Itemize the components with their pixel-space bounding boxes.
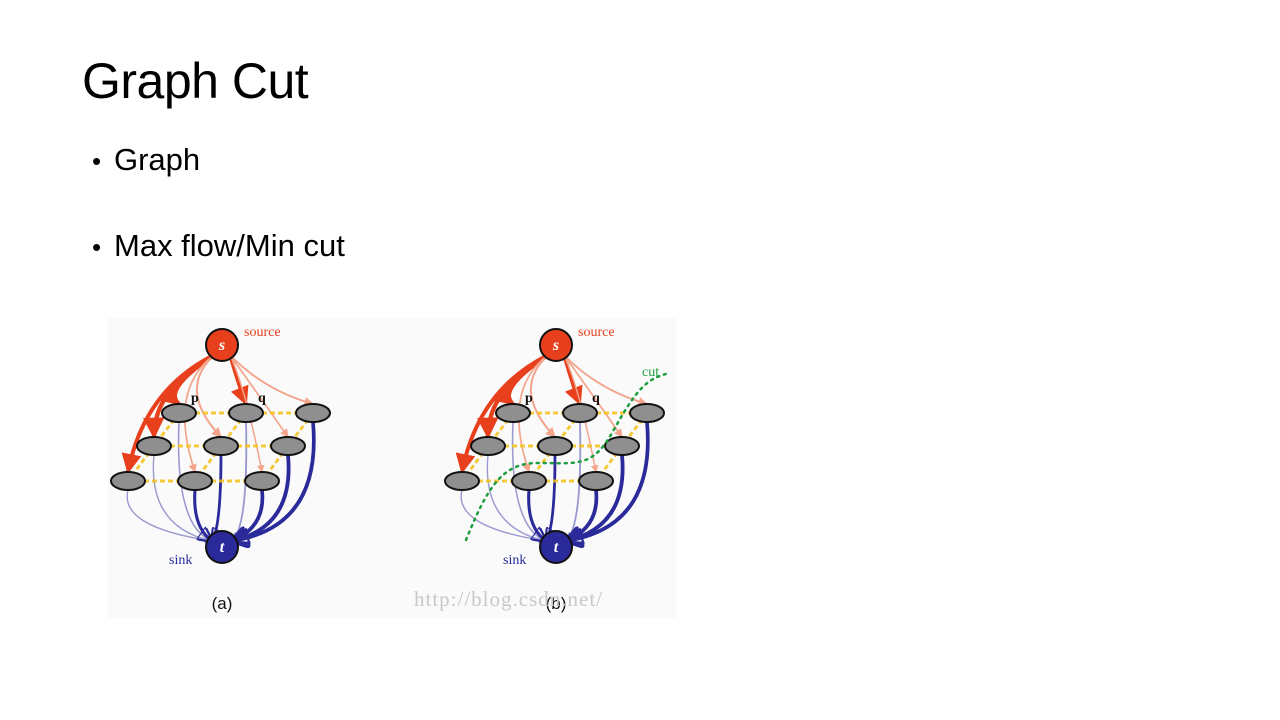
- bullet-item: • Graph: [92, 140, 200, 181]
- sink-t-link: [546, 454, 555, 541]
- source-t-link: [518, 354, 549, 473]
- source-t-link: [229, 354, 265, 473]
- bullet-dot-icon: •: [92, 146, 102, 176]
- pixel-node: [511, 471, 547, 491]
- pixel-node: [537, 436, 573, 456]
- sink-t-link: [566, 489, 599, 541]
- panel-caption: (a): [212, 594, 233, 613]
- source-t-link: [184, 354, 215, 473]
- source-node: [205, 328, 239, 362]
- s-label: s: [552, 337, 559, 354]
- sink-t-link: [126, 489, 212, 541]
- pixel-node: [177, 471, 213, 491]
- q-label: q: [592, 391, 600, 406]
- p-label: p: [525, 391, 533, 406]
- watermark-text: http://blog.csdn.net/: [414, 587, 603, 611]
- pixel-node: [244, 471, 280, 491]
- pixel-node: [578, 471, 614, 491]
- t-label: t: [220, 539, 225, 556]
- sink-t-link: [232, 454, 291, 541]
- source-t-link: [563, 354, 599, 473]
- bullet-dot-icon: •: [92, 232, 102, 262]
- sink-t-link: [566, 454, 625, 541]
- panel-a: s t source sink p q (a): [110, 325, 331, 613]
- source-t-link: [121, 353, 215, 474]
- pixel-node: [228, 403, 264, 423]
- cut-label: cut: [642, 365, 659, 380]
- graph-cut-figure: s t source sink p q (a) s t source sink p q (b) cut h…: [108, 318, 676, 618]
- bullet-text: Max flow/Min cut: [114, 228, 345, 263]
- sink-node: [205, 530, 239, 564]
- pixel-node: [110, 471, 146, 491]
- graph-cut-diagram: s t source sink p q (a) s t source sink p q (b) cut h…: [110, 325, 672, 613]
- bullet-text: Graph: [114, 142, 201, 177]
- sink-label: sink: [169, 553, 192, 568]
- pixel-node: [562, 403, 598, 423]
- pixel-node: [495, 403, 531, 423]
- slide-title: Graph Cut: [82, 53, 309, 109]
- sink-t-link: [232, 489, 265, 541]
- source-t-link: [229, 354, 314, 407]
- sink-node: [539, 530, 573, 564]
- t-label: t: [554, 539, 559, 556]
- pixel-node: [444, 471, 480, 491]
- pixel-node: [270, 436, 306, 456]
- source-t-link: [229, 354, 289, 438]
- sink-t-link: [212, 454, 221, 541]
- bullet-item: • Max flow/Min cut: [92, 226, 345, 267]
- q-label: q: [258, 391, 266, 406]
- source-t-link: [529, 354, 556, 438]
- panel-caption: (b): [546, 594, 567, 613]
- sink-t-link: [193, 489, 212, 541]
- source-t-link: [195, 354, 222, 438]
- pixel-node: [161, 403, 197, 423]
- source-t-link: [563, 354, 648, 407]
- pixel-node: [203, 436, 239, 456]
- pixel-node: [136, 436, 172, 456]
- pixel-node: [470, 436, 506, 456]
- p-label: p: [191, 391, 199, 406]
- sink-t-link: [460, 489, 546, 541]
- panel-b: s t source sink p q (b) cut: [444, 325, 672, 613]
- pixel-node: [604, 436, 640, 456]
- s-label: s: [218, 337, 225, 354]
- source-label: source: [578, 325, 615, 340]
- pixel-node: [295, 403, 331, 423]
- source-label: source: [244, 325, 281, 340]
- pixel-node: [629, 403, 665, 423]
- sink-label: sink: [503, 553, 526, 568]
- sink-t-link: [527, 489, 546, 541]
- source-node: [539, 328, 573, 362]
- min-cut-line: [464, 371, 672, 542]
- source-t-link: [455, 353, 549, 474]
